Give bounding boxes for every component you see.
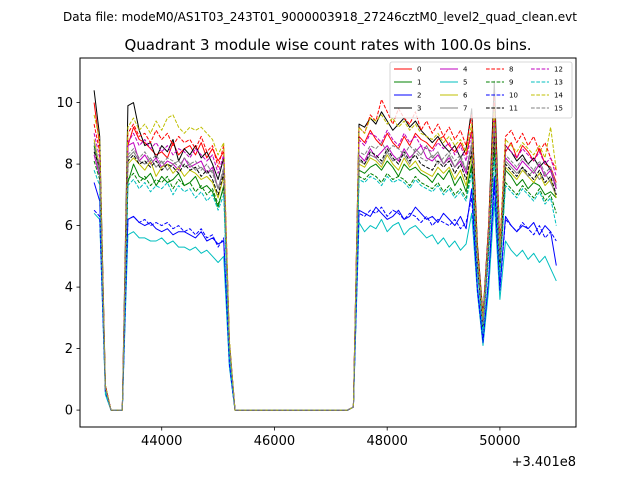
x-tick-label-48000: 48000 <box>367 434 408 449</box>
x-tick-label-50000: 50000 <box>479 434 520 449</box>
axes: 44000 46000 48000 50000 0 2 4 6 8 10 <box>56 96 520 449</box>
legend-label-13: 13 <box>554 79 563 87</box>
legend-label-14: 14 <box>554 92 563 100</box>
series-line-14 <box>93 105 557 411</box>
legend-label-0: 0 <box>417 66 421 74</box>
series-line-15 <box>93 123 557 411</box>
legend-label-5: 5 <box>463 79 467 87</box>
y-tick-label-6: 6 <box>65 219 73 234</box>
series-line-5 <box>93 200 557 411</box>
x-offset-label: +3.401e8 <box>512 455 576 470</box>
series-line-11 <box>93 132 557 411</box>
legend-label-10: 10 <box>509 92 518 100</box>
suptitle: Data file: modeM0/AS1T03_243T01_90000039… <box>63 10 577 24</box>
plot-area <box>93 80 557 411</box>
legend-label-1: 1 <box>417 79 421 87</box>
legend-label-6: 6 <box>463 92 468 100</box>
series-line-13 <box>93 157 557 411</box>
y-tick-label-8: 8 <box>65 158 73 173</box>
legend-label-7: 7 <box>463 105 467 113</box>
legend-box <box>389 61 573 119</box>
series-line-10 <box>93 185 557 411</box>
y-tick-label-10: 10 <box>56 96 73 111</box>
legend-label-12: 12 <box>554 66 563 74</box>
legend-label-3: 3 <box>417 105 421 113</box>
legend-label-4: 4 <box>463 66 468 74</box>
y-tick-label-4: 4 <box>65 281 73 296</box>
legend-label-11: 11 <box>509 105 518 113</box>
x-tick-label-46000: 46000 <box>254 434 295 449</box>
plot-frame <box>79 57 577 428</box>
y-tick-label-2: 2 <box>65 342 73 357</box>
legend-label-2: 2 <box>417 92 421 100</box>
x-tick-label-44000: 44000 <box>141 434 182 449</box>
chart-title: Quadrant 3 module wise count rates with … <box>124 36 531 54</box>
y-tick-label-0: 0 <box>65 404 73 419</box>
legend-label-9: 9 <box>509 79 513 87</box>
legend-label-8: 8 <box>509 66 513 74</box>
legend-label-15: 15 <box>554 105 563 113</box>
